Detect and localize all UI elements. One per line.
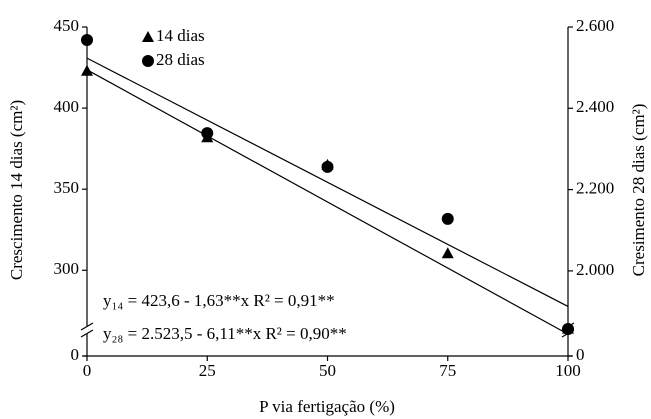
y2-tick-label: 2.000 [576, 260, 614, 279]
trend-line [86, 69, 569, 335]
point [321, 160, 334, 173]
x-tick-label: 25 [199, 361, 216, 380]
point [562, 323, 574, 336]
y-axis-label: Crescimento 14 dias (cm²) [7, 100, 26, 280]
y-tick-label: 350 [54, 178, 80, 197]
legend-label: 14 dias [156, 26, 205, 45]
y2-tick-label: 0 [576, 345, 585, 364]
x-tick-label: 0 [83, 361, 92, 380]
legend-label: 28 dias [156, 50, 205, 69]
point [441, 212, 454, 225]
y-tick-label: 0 [71, 345, 80, 364]
y-tick-label: 400 [54, 97, 80, 116]
x-tick-label: 100 [555, 361, 581, 380]
x-tick-label: 50 [319, 361, 336, 380]
point [81, 34, 93, 47]
y-tick-label: 450 [54, 16, 80, 35]
x-tick-label: 75 [439, 361, 456, 380]
trend-line [86, 57, 569, 307]
point [441, 247, 454, 259]
y2-tick-label: 2.400 [576, 97, 614, 116]
y2-axis-label: Cresimento 28 dias (cm²) [629, 104, 648, 277]
point [81, 64, 93, 76]
x-axis-label: P via fertigação (%) [259, 397, 395, 416]
point [201, 127, 214, 140]
y2-tick-label: 2.600 [576, 16, 614, 35]
equation: y₁₄ = 423,6 - 1,63**x R² = 0,91** [103, 291, 335, 310]
equation: y₂₈ = 2.523,5 - 6,11**x R² = 0,90** [103, 324, 347, 343]
y2-tick-label: 2.200 [576, 179, 614, 198]
legend-marker [142, 55, 154, 67]
legend-marker [142, 31, 154, 42]
y-tick-label: 300 [54, 259, 80, 278]
